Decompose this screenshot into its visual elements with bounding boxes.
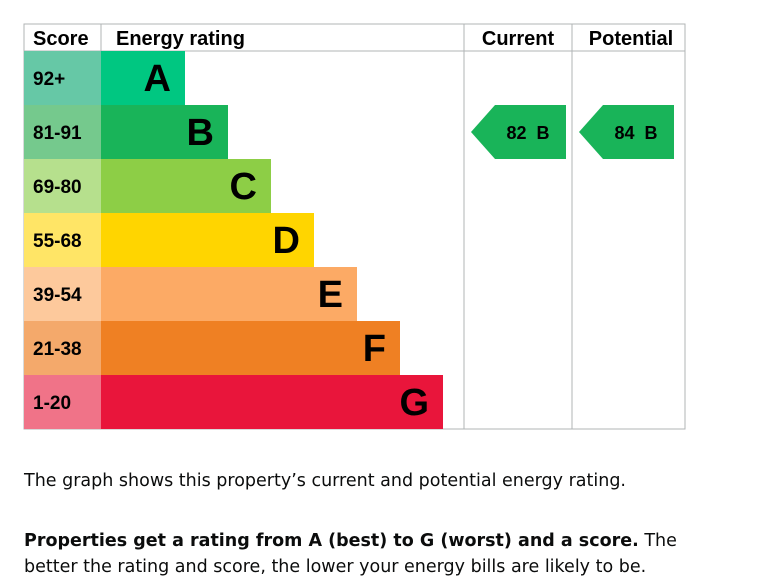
band-range-label-d: 55-68 <box>33 231 82 252</box>
caption-rating-explanation: Properties get a rating from A (best) to… <box>24 528 724 580</box>
potential-rating-arrow-label: 84 B <box>614 123 657 143</box>
chart-headers: Score Energy rating Current Potential <box>33 28 673 50</box>
band-range-label-b: 81-91 <box>33 123 82 144</box>
band-letter-d: D <box>273 220 300 262</box>
rating-arrows: 82 B 84 B <box>471 105 674 159</box>
band-bar-b <box>101 105 228 159</box>
band-bar-f <box>101 321 400 375</box>
band-range-cell-a <box>24 51 101 105</box>
band-range-label-a: 92+ <box>33 69 65 90</box>
band-range-cell-e <box>24 267 101 321</box>
band-range-label-g: 1-20 <box>33 393 71 414</box>
caption-rating-rest: The better the rating and score, the low… <box>24 531 677 577</box>
band-range-cell-f <box>24 321 101 375</box>
band-range-cell-g <box>24 375 101 429</box>
band-range-cell-b <box>24 105 101 159</box>
current-rating-arrow-label: 82 B <box>506 123 549 143</box>
header-energy-rating: Energy rating <box>116 28 245 50</box>
band-range-cell-c <box>24 159 101 213</box>
header-score: Score <box>33 28 89 50</box>
header-potential: Potential <box>589 28 673 50</box>
band-bar-e <box>101 267 357 321</box>
energy-rating-chart: Score Energy rating Current Potential 92… <box>23 23 686 430</box>
current-rating-arrow <box>471 105 566 159</box>
band-range-label-c: 69-80 <box>33 177 82 198</box>
band-letter-c: C <box>230 166 257 208</box>
rating-bands: 92+ A 81-91 B 69-80 C 55-68 D 39-54 E 21-38 F 1-20 G <box>24 51 443 429</box>
band-letter-f: F <box>363 328 386 370</box>
band-bar-a <box>101 51 185 105</box>
band-range-label-f: 21-38 <box>33 339 82 360</box>
band-range-label-e: 39-54 <box>33 285 82 306</box>
band-letter-b: B <box>187 112 214 154</box>
band-bar-d <box>101 213 314 267</box>
band-bar-g <box>101 375 443 429</box>
band-bar-c <box>101 159 271 213</box>
caption-graph-description: The graph shows this property’s current … <box>24 471 626 491</box>
caption-rating-bold: Properties get a rating from A (best) to… <box>24 531 639 551</box>
band-letter-g: G <box>399 382 429 424</box>
band-letter-a: A <box>144 58 171 100</box>
potential-rating-arrow <box>579 105 674 159</box>
band-letter-e: E <box>318 274 343 316</box>
header-current: Current <box>482 28 555 50</box>
band-range-cell-d <box>24 213 101 267</box>
